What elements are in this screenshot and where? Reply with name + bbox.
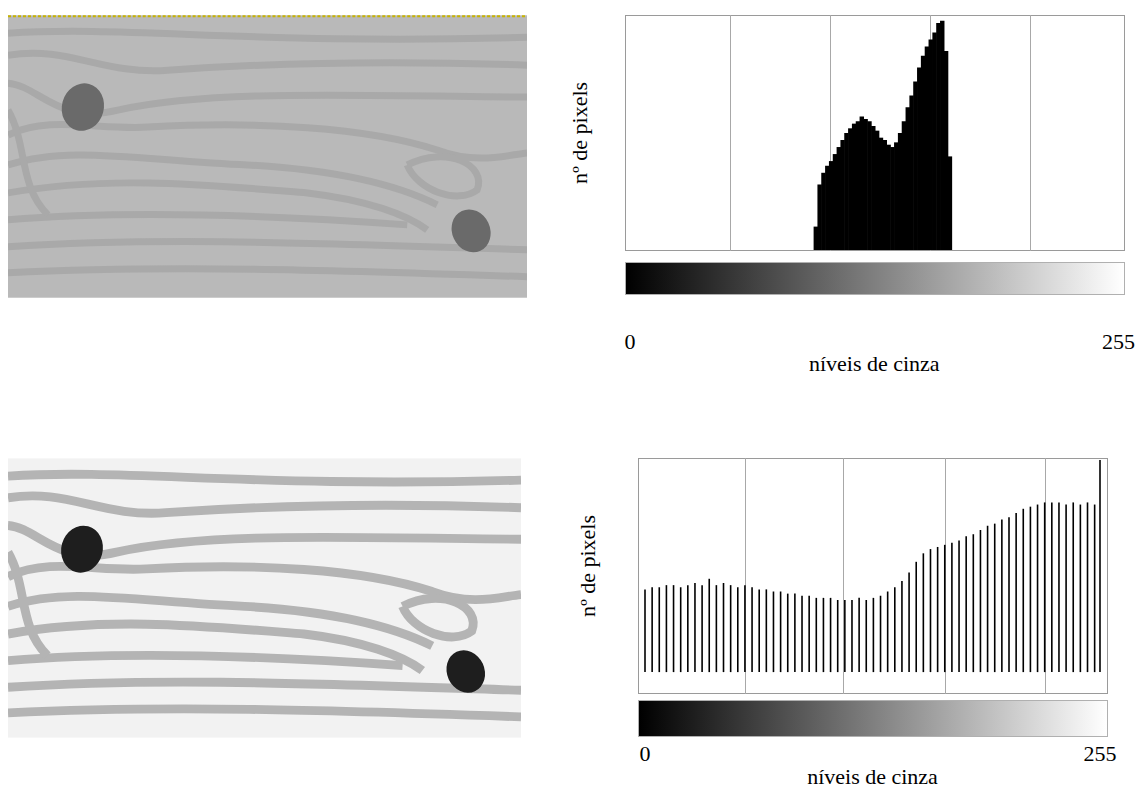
svg-text:nº de pixels: nº de pixels (575, 515, 600, 617)
svg-text:níveis de cinza: níveis de cinza (807, 764, 938, 788)
svg-text:nº de pixels: nº de pixels (567, 82, 592, 184)
svg-text:255: 255 (1102, 329, 1135, 354)
svg-text:255: 255 (1084, 741, 1117, 766)
svg-text:0: 0 (625, 329, 636, 354)
svg-text:níveis de cinza: níveis de cinza (809, 351, 940, 376)
svg-text:0: 0 (640, 741, 651, 766)
